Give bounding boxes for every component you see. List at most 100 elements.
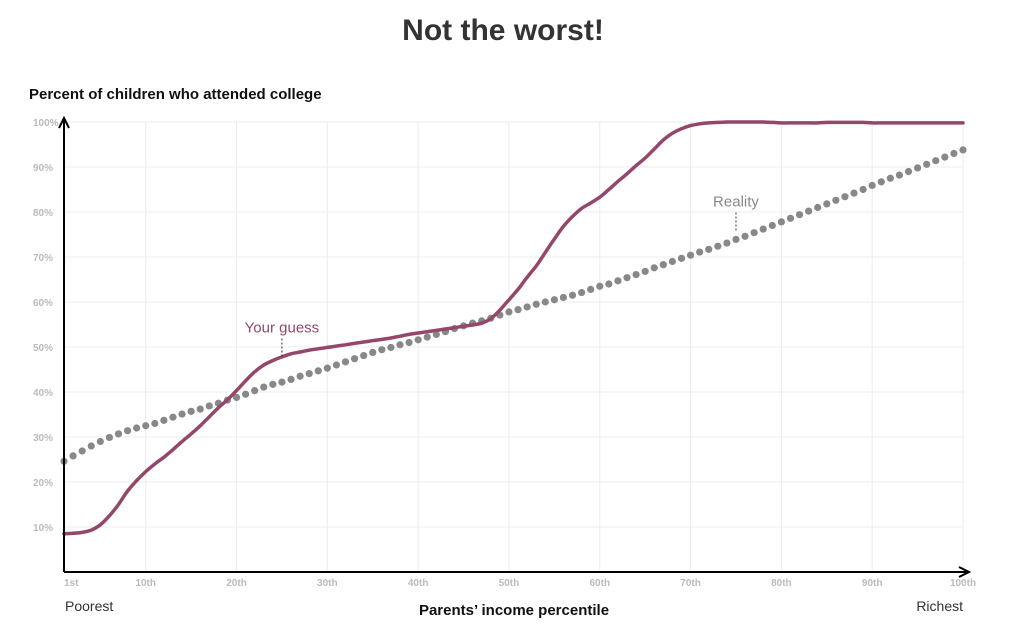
reality-point (369, 348, 377, 356)
reality-point (505, 308, 513, 316)
reality-point (823, 200, 831, 208)
x-axis-arrow (958, 566, 972, 578)
reality-point (723, 239, 731, 247)
guess-series (62, 120, 965, 536)
reality-point (677, 254, 686, 262)
x-tick-label: 50th (499, 578, 520, 589)
x-tick-label: 40th (408, 578, 429, 589)
x-tick-label: 20th (226, 578, 247, 589)
reality-point (786, 214, 795, 222)
reality-point (287, 375, 295, 383)
reality-point (423, 333, 431, 341)
reality-point (795, 211, 804, 219)
tick-labels: 10% 20% 30% 40% 50% 60% 70% 80% 90% 100% 1st 10th 20… (33, 118, 976, 589)
reality-point (886, 174, 894, 182)
reality-point (923, 160, 931, 168)
reality-point (251, 387, 259, 395)
reality-point (360, 351, 368, 360)
reality-point (296, 372, 304, 380)
reality-point (913, 164, 922, 172)
reality-point (614, 277, 622, 285)
reality-point (114, 430, 123, 438)
y-axis-label: Percent of children who attended college (29, 86, 322, 103)
x-tick-label: 60th (589, 578, 610, 589)
reality-point (405, 338, 413, 347)
reality-point (169, 413, 177, 421)
reality-point (387, 343, 395, 352)
reality-point (587, 285, 595, 293)
reality-point (877, 178, 885, 186)
reality-point (568, 291, 577, 299)
reality-point (178, 410, 186, 418)
reality-point (850, 189, 858, 197)
y-tick-label: 60% (33, 298, 53, 309)
x-axis-right-note: Richest (916, 598, 963, 614)
y-tick-label: 70% (33, 253, 53, 264)
reality-point (959, 146, 967, 154)
reality-point (242, 390, 250, 398)
reality-point (868, 181, 876, 190)
reality-point (832, 196, 840, 204)
x-axis-left-note: Poorest (65, 598, 114, 614)
reality-point (232, 393, 241, 401)
reality-point (605, 280, 613, 288)
reality-point (686, 251, 695, 259)
reality-point (69, 452, 77, 460)
chart-title: Not the worst! (402, 14, 604, 47)
y-axis-arrow (58, 115, 70, 129)
grid-lines (64, 121, 964, 572)
reality-point (187, 407, 195, 415)
reality-point (541, 298, 549, 306)
reality-point (160, 416, 168, 424)
reality-point (514, 306, 522, 314)
reality-point (414, 336, 422, 344)
reality-point (668, 257, 677, 266)
x-tick-label: 100th (950, 578, 976, 589)
reality-point (341, 358, 350, 366)
reality-point (523, 303, 531, 311)
y-tick-label: 30% (33, 433, 53, 444)
reality-point (78, 447, 86, 455)
reality-point (314, 367, 322, 375)
x-axis-label: Parents’ income percentile (418, 602, 610, 619)
reality-point (814, 203, 822, 212)
reality-point (396, 341, 404, 349)
reality-point (659, 261, 667, 269)
reality-point (559, 293, 568, 302)
reality-point (196, 405, 204, 413)
reality-point (550, 296, 558, 304)
reality-point (768, 221, 776, 230)
annotations: Your guess Reality (245, 194, 759, 358)
reality-point (941, 153, 949, 161)
reality-point (750, 229, 758, 237)
reality-point (859, 185, 867, 194)
reality-point (895, 171, 904, 179)
y-tick-label: 20% (33, 478, 53, 489)
guess-line (62, 120, 965, 536)
y-tick-label: 90% (33, 163, 53, 174)
reality-point (805, 207, 813, 215)
reality-point (904, 167, 913, 176)
reality-point (123, 427, 132, 435)
y-tick-label: 40% (33, 388, 53, 399)
reality-point (151, 419, 159, 428)
reality-point (205, 402, 213, 410)
reality-point (350, 355, 359, 363)
reality-series (60, 146, 967, 465)
reality-point (650, 264, 658, 272)
reality-point (432, 330, 440, 338)
reality-point (696, 248, 704, 256)
x-tick-label: 90th (862, 578, 883, 589)
reality-point (323, 364, 331, 372)
reality-point (705, 245, 713, 253)
x-tick-label: 80th (771, 578, 792, 589)
y-tick-label: 10% (33, 523, 53, 534)
reality-point (641, 267, 649, 275)
x-tick-label: 10th (135, 578, 156, 589)
reality-point (777, 218, 785, 226)
reality-point (305, 369, 313, 378)
reality-point (532, 300, 540, 308)
annotation-label: Reality (713, 194, 759, 211)
axes (58, 115, 972, 578)
